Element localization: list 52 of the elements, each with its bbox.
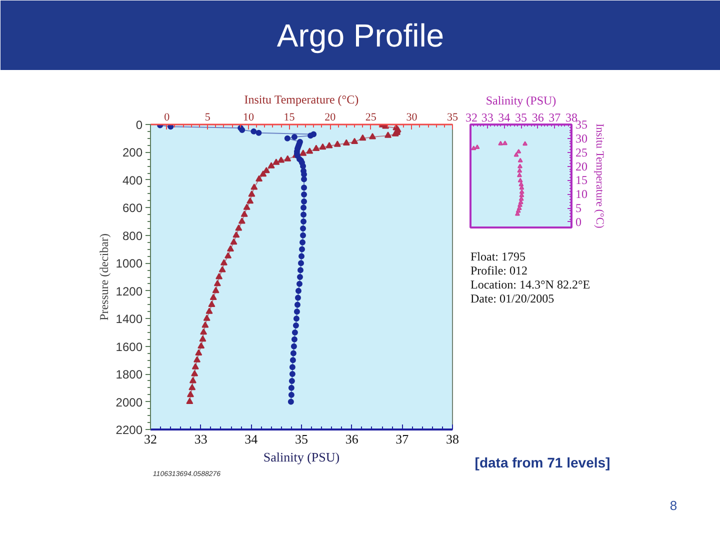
text: 8: [670, 498, 678, 513]
x2-tick-label: 15: [284, 112, 296, 124]
chart-title: Argo Profile: [276, 18, 444, 54]
x-tick-label: 33: [481, 110, 494, 124]
text: Float: 1795: [470, 250, 526, 264]
y-tick-label: 20: [576, 159, 588, 174]
y-tick-label: 1400: [116, 312, 143, 326]
x2-tick-label: 5: [204, 112, 211, 124]
y-tick-label: 200: [122, 146, 143, 160]
x-tick-label: 37: [548, 110, 561, 124]
x-tick-label: 36: [532, 110, 544, 124]
y-tick-label: 10: [576, 187, 588, 202]
text: Location: 14.3°N 82.2°E: [470, 278, 590, 292]
x-tick-label: 32: [466, 110, 478, 124]
y-axis-title: Pressure (decibar): [96, 234, 111, 320]
y-tick-label: 30: [576, 131, 588, 146]
y-tick-label: 400: [122, 173, 143, 188]
x2-axis-title: Insitu Temperature (°C): [244, 92, 359, 106]
y-tick-label: 2000: [116, 395, 143, 410]
y-tick-label: 1800: [116, 368, 143, 382]
text: Date: 01/20/2005: [470, 292, 554, 306]
x2-tick-label: 20: [324, 112, 336, 124]
x-tick-label: 32: [144, 432, 157, 446]
x2-tick-label: 25: [365, 112, 377, 124]
x-tick-label: 35: [515, 110, 527, 124]
x-axis-title: Salinity (PSU): [263, 450, 340, 464]
x-tick-label: 33: [194, 432, 208, 446]
x-axis-title: Salinity (PSU): [486, 94, 556, 108]
y-tick-label: 15: [576, 173, 588, 188]
x-tick-label: 38: [566, 110, 578, 124]
y-tick-label: 25: [576, 145, 588, 160]
y-tick-label: 0: [576, 214, 582, 229]
x-tick-label: 35: [295, 432, 308, 446]
x-tick-label: 34: [498, 110, 510, 124]
y-tick-label: 800: [122, 228, 143, 243]
x2-tick-label: 30: [406, 112, 418, 124]
x-tick-label: 36: [345, 432, 359, 446]
y-axis-title: Insitu Temperature (°C): [594, 123, 606, 229]
text: [data from 71 levels]: [474, 454, 610, 470]
x-tick-label: 34: [244, 432, 258, 446]
y-tick-label: 0: [136, 118, 143, 132]
x-tick-label: 37: [396, 432, 410, 446]
y-tick-label: 2200: [116, 423, 143, 437]
y-tick-label: 1600: [116, 340, 143, 354]
x2-tick-label: 0: [164, 112, 170, 124]
x-tick-label: 38: [446, 432, 459, 446]
y-tick-label: 1000: [116, 256, 143, 271]
y-tick-label: 5: [576, 201, 582, 216]
y-tick-label: 1200: [116, 284, 143, 298]
y-tick-label: 600: [122, 201, 143, 216]
x2-tick-label: 10: [242, 112, 254, 124]
text: Profile: 012: [470, 264, 528, 278]
